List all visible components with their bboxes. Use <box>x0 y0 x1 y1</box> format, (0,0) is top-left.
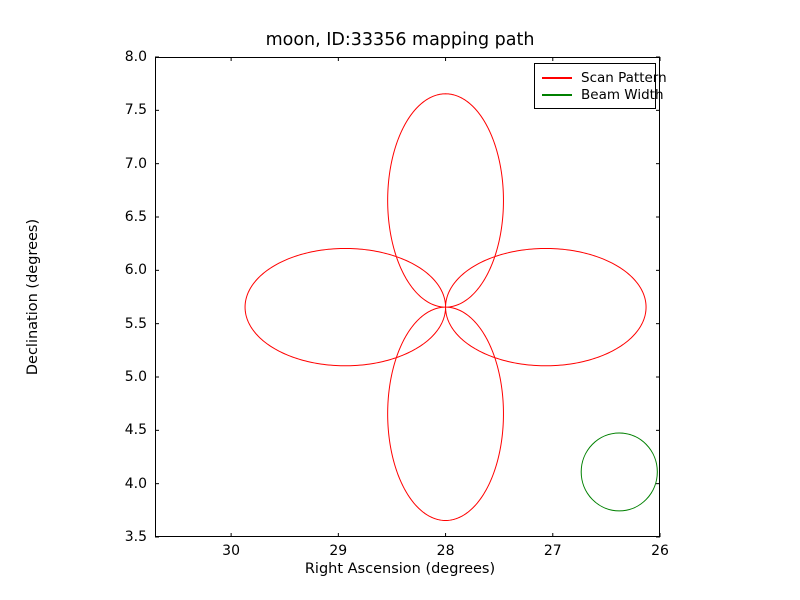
y-tick-label: 4.5 <box>124 422 147 439</box>
legend-entry-beam-width: Beam Width <box>542 86 664 103</box>
y-tick-label: 5.5 <box>124 315 147 332</box>
scan-pattern-curve <box>244 93 647 521</box>
y-tick-label: 5.0 <box>124 369 147 385</box>
x-tick-label: 30 <box>222 543 241 559</box>
y-tick-label: 3.5 <box>124 529 147 545</box>
data-series-group <box>244 93 658 521</box>
chart-legend: Scan Pattern Beam Width <box>534 63 667 109</box>
legend-entry-scan-pattern: Scan Pattern <box>542 69 667 86</box>
legend-label-scan-pattern: Scan Pattern <box>581 69 667 86</box>
legend-swatch-beam-width <box>542 93 572 96</box>
x-axis-label: Right Ascension (degrees) <box>304 561 496 577</box>
y-axis-label: Declination (degrees) <box>25 218 41 376</box>
legend-label-beam-width: Beam Width <box>581 86 664 103</box>
x-tick-label: 27 <box>543 543 562 559</box>
x-tick-label: 28 <box>436 543 455 559</box>
legend-swatch-scan-pattern <box>542 76 572 79</box>
y-tick-label: 7.5 <box>124 102 147 119</box>
y-tick-label: 6.5 <box>124 209 147 225</box>
axes-frame <box>155 57 660 537</box>
x-tick-label: 26 <box>651 543 669 559</box>
y-tick-label: 4.0 <box>124 475 147 492</box>
y-tick-label: 7.0 <box>124 155 147 172</box>
chart-title: moon, ID:33356 mapping path <box>265 30 535 50</box>
y-tick-label: 6.0 <box>124 262 147 279</box>
y-tick-label: 8.0 <box>124 49 147 65</box>
x-tick-label: 29 <box>329 543 348 559</box>
beam-width-circle <box>580 432 658 512</box>
plot-layer <box>155 56 661 538</box>
